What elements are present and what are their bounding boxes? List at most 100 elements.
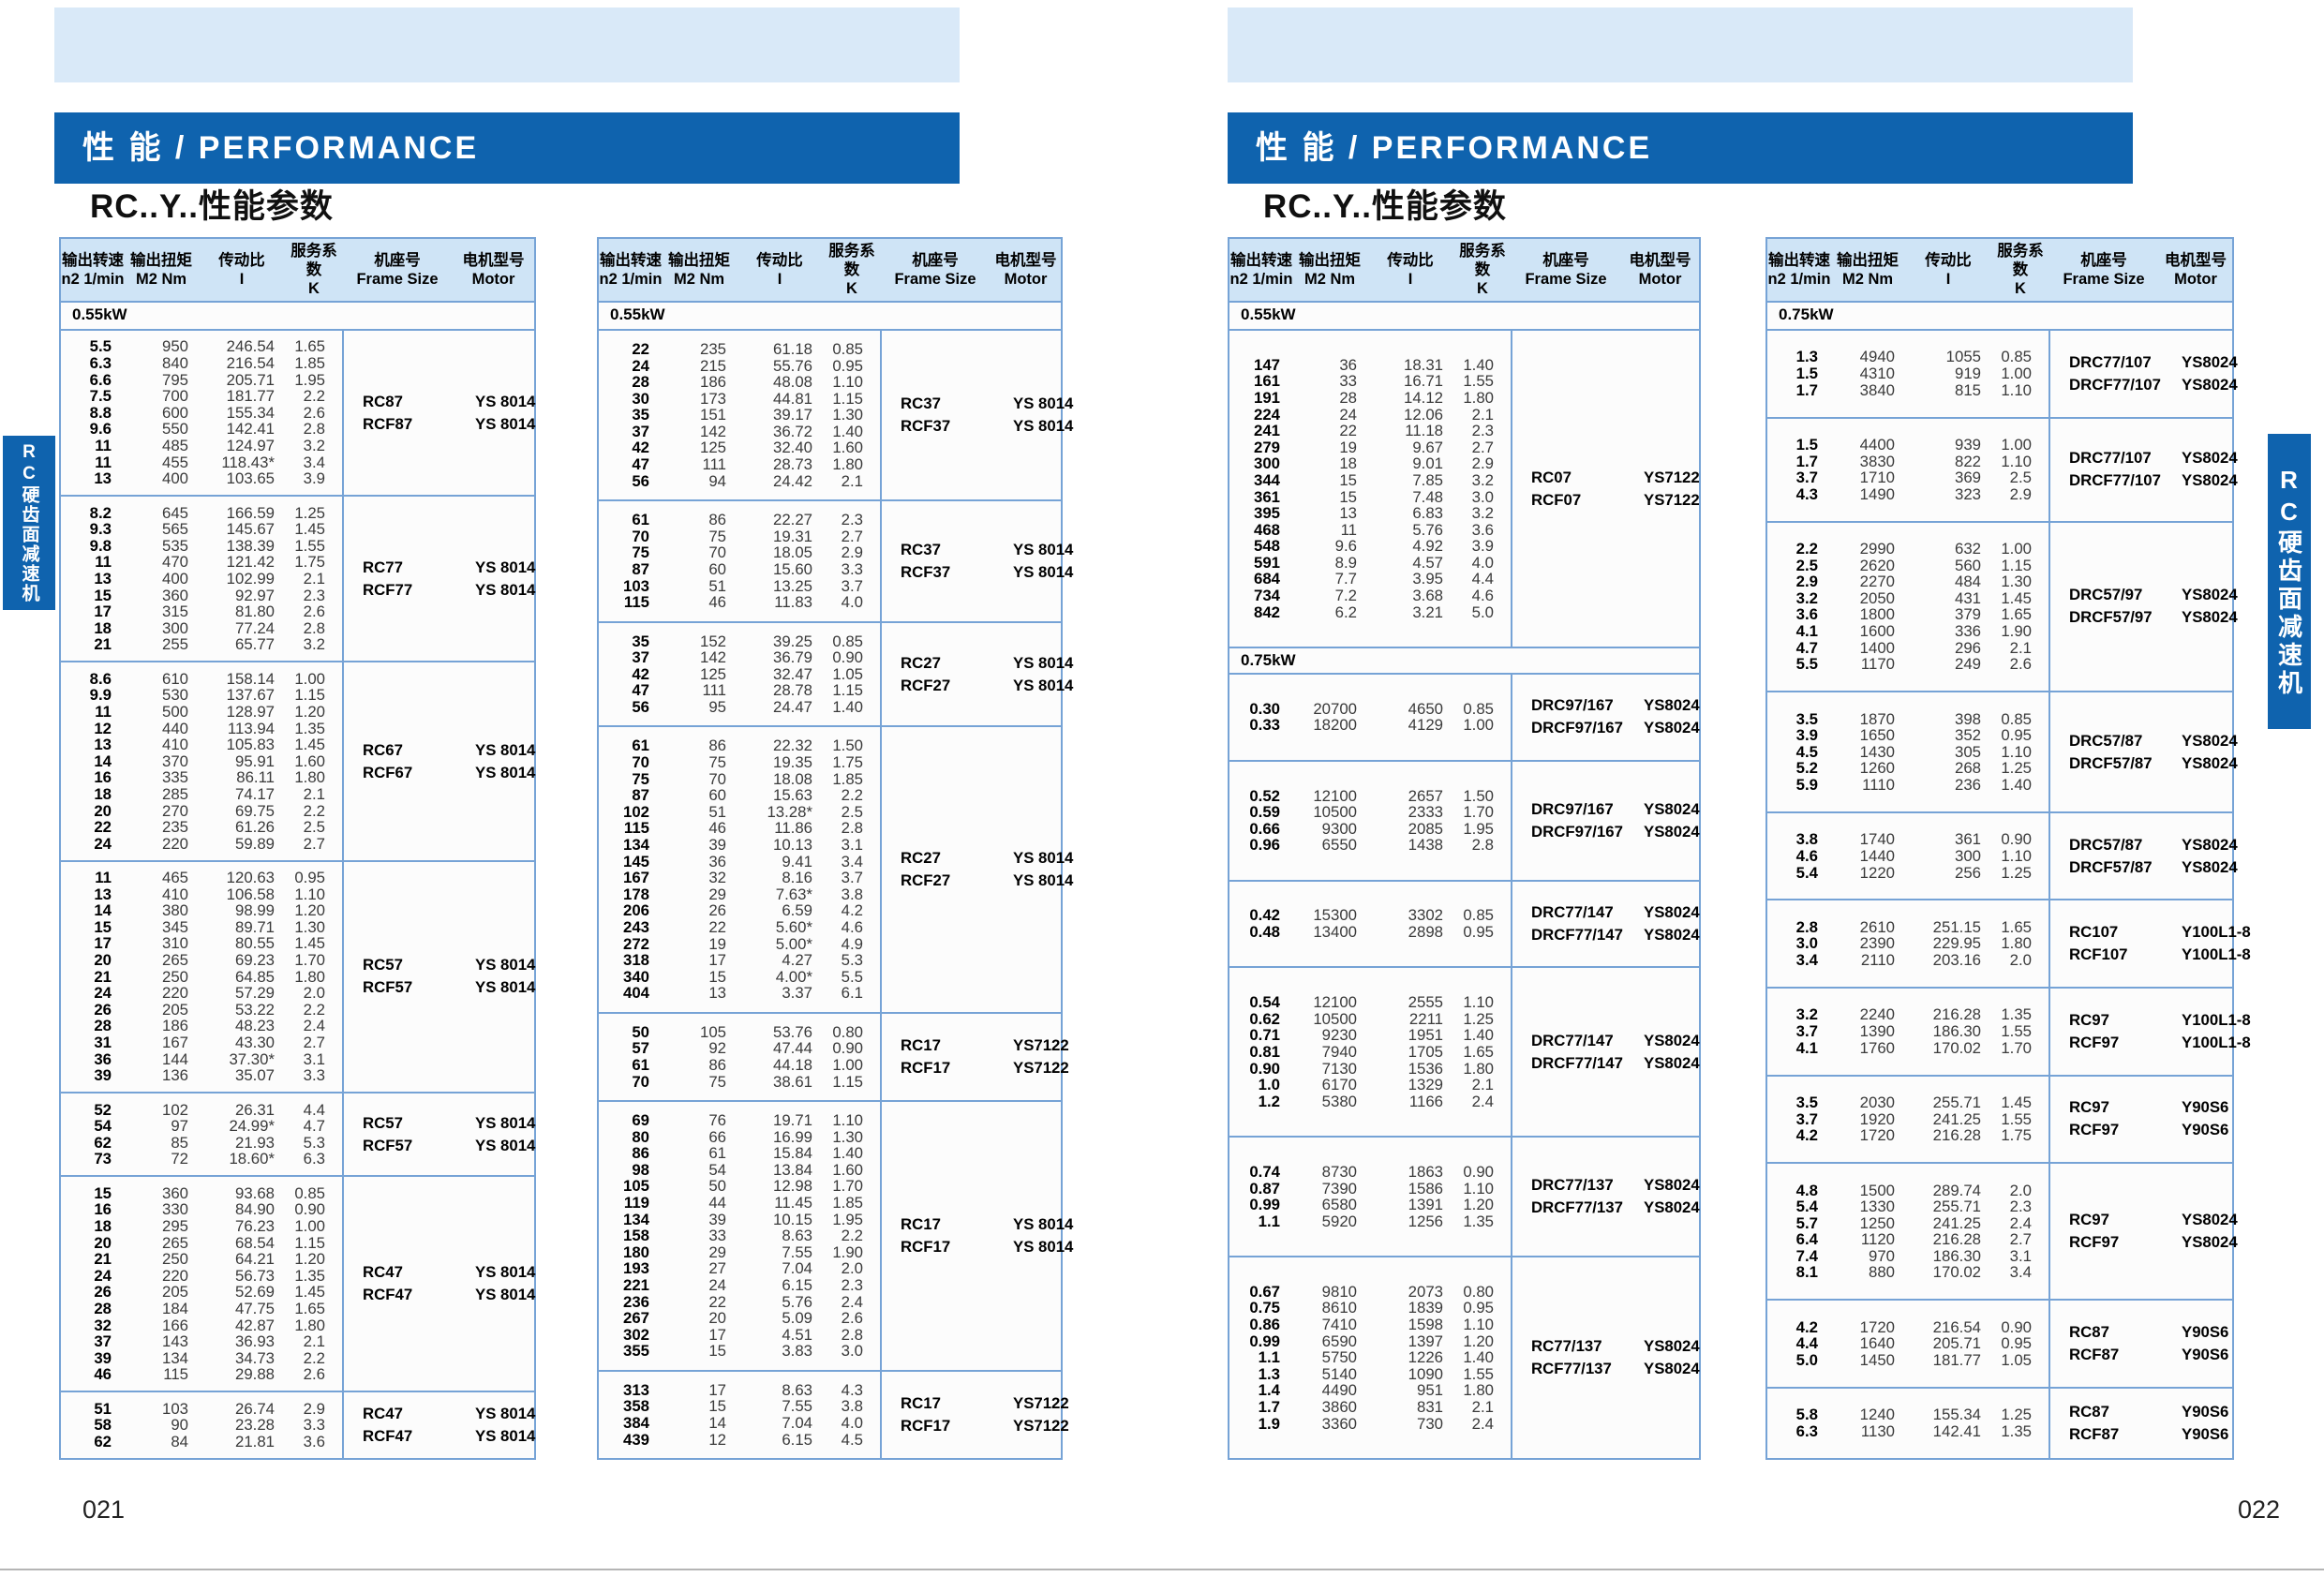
table-row: 61 86 44.18 1.00 [599,1057,880,1074]
value-cell: 31 [94,1034,112,1052]
value-cell: 1.10 [1463,1179,1494,1198]
value-cell: 268 [1955,759,1981,778]
table-row: 42 125 32.47 1.05 [599,666,880,683]
table-row: 2.5 2620 560 1.15 [1767,558,2048,574]
value-cell: 1.55 [294,536,325,555]
value-cell: 305 [1955,742,1981,761]
value-cell: 53.22 [235,1000,275,1019]
frame-size: RC17 RCF17 [901,1034,1013,1079]
value-cell: 48.08 [773,373,812,392]
value-cell: 216.28 [1932,1230,1981,1249]
value-cell: 1.3 [1795,348,1818,366]
value-cell: 1.35 [2001,1421,2032,1440]
value-cell: 0.90 [2001,1317,2032,1336]
frame-size-value: RCF97 [2069,1233,2120,1252]
value-cell: 56.73 [235,1266,275,1285]
value-cell: 39 [708,1210,726,1228]
value-cell: 2.0 [841,1259,863,1278]
value-cell: 205 [162,1283,188,1302]
frame-size: RC97 RCF97 [2069,1209,2182,1254]
rating-rows: 11 465 120.63 0.95 13 410 106.58 1.10 14 380 98.99… [61,862,342,1092]
frame-size: RC87 RCF87 [2069,1321,2182,1366]
value-cell: 4.5 [841,1430,863,1449]
value-cell: 358 [623,1397,649,1416]
value-cell: 2.2 [303,1000,325,1019]
motor-type-value: Y100L1-8 [2182,923,2251,942]
value-cell: 880 [1869,1263,1895,1282]
table-row: 134 39 10.15 1.95 [599,1210,880,1228]
table-row: 243 22 5.60* 4.6 [599,919,880,936]
table-row: 73 72 18.60* 6.3 [61,1151,342,1168]
frame-size-value: DRCF57/87 [2069,857,2153,876]
motor-type-value: YS 8014 [1013,1214,1074,1233]
performance-table: 输出转速 n2 1/min 输出扭矩 M2 Nm 传动比 I 服务系数 K 机座号 Frame S… [1765,237,2251,1460]
value-cell: 1.25 [2001,863,2032,882]
frame-size-value: RCF97 [2069,1121,2120,1139]
value-cell: 1.25 [1463,1009,1494,1028]
value-cell: 4.1 [1795,1038,1818,1057]
table-row: 0.87 7390 1586 1.10 [1229,1179,1511,1198]
motor-type: YS 8014 YS 8014 [1013,1213,1073,1258]
value-cell: 1.15 [294,686,325,705]
value-cell: 16.99 [773,1127,812,1146]
motor-type-value: YS8024 [1644,1360,1700,1377]
table-row: 221 24 6.15 2.3 [599,1277,880,1294]
value-cell: 12 [94,719,112,737]
value-cell: 74.17 [235,784,275,803]
motor-type-value: YS 8014 [475,1286,536,1304]
motor-type: YS 8014 YS 8014 [1013,847,1073,892]
value-cell: 1710 [1859,469,1895,487]
value-cell: 50 [632,1022,649,1041]
frame-size: RC27 RCF27 [901,652,1013,697]
table-row: 0.33 18200 4129 1.00 [1229,717,1511,734]
frame-size: DRC77/107 DRCF77/107 [2069,351,2182,396]
motor-type-value: YS 8014 [475,740,536,759]
value-cell: 121.42 [226,553,275,572]
frame-motor-cell: RC37 RCF37 YS 8014 YS 8014 [880,501,1073,621]
frame-size: RC37 RCF37 [901,539,1013,584]
motor-type-value: YS 8014 [475,978,536,997]
value-cell: 24.47 [773,697,812,716]
value-cell: 0.86 [1249,1316,1280,1334]
table-row: 15 360 93.68 0.85 [61,1185,342,1202]
column-header-zh: 机座号 [2080,252,2127,269]
motor-type: YS8024 YS8024 [2182,730,2238,775]
column-header-en: Motor [1004,271,1048,288]
table-row: 24 215 55.76 0.95 [599,356,880,375]
motor-type-value: YS8024 [1644,1337,1700,1355]
value-cell: 2.1 [841,471,863,490]
table-row: 70 75 38.61 1.15 [599,1073,880,1091]
value-cell: 0.52 [1249,786,1280,805]
value-cell: 5.9 [1795,775,1818,794]
table-row: 3.5 2030 255.71 1.45 [1767,1094,2048,1111]
value-cell: 318 [623,951,649,970]
value-cell: 1740 [1859,830,1895,849]
motor-type-value: YS 8014 [1013,394,1074,413]
value-cell: 2.7 [2009,1230,2032,1249]
value-cell: 51 [708,576,726,595]
motor-type-value: YS 8014 [475,1405,536,1423]
rating-group: 5.8 1240 155.34 1.25 6.3 1130 142.41 1.35 RC87 RC… [1767,1387,2232,1458]
value-cell: 9.3 [89,520,112,539]
table-row: 0.52 12100 2657 1.50 [1229,786,1511,805]
value-cell: 4490 [1321,1381,1357,1400]
value-cell: 206 [623,901,649,920]
value-cell: 0.42 [1249,906,1280,925]
value-cell: 55.76 [773,356,812,375]
frame-size-value: DRC97/167 [1531,696,1614,715]
rating-rows: 3.2 2240 216.28 1.35 3.7 1390 186.30 1.55 4.1 176… [1767,999,2048,1064]
column-header-zh: 机座号 [374,252,421,269]
table-row: 158 33 8.63 2.2 [599,1227,880,1244]
value-cell: 23.28 [235,1416,275,1435]
table-row: 47 111 28.78 1.15 [599,682,880,699]
value-cell: 285 [162,784,188,803]
value-cell: 4.57 [1412,553,1443,572]
motor-type-value: YS 8014 [1013,417,1074,436]
value-cell: 46 [94,1365,112,1384]
frame-size-value: RC37 [901,394,941,413]
value-cell: 1.80 [1463,1381,1494,1400]
value-cell: 10.13 [773,835,812,854]
value-cell: 193 [623,1259,649,1278]
column-header: 电机型号 Motor [453,251,534,289]
value-cell: 2.5 [2009,469,2032,487]
